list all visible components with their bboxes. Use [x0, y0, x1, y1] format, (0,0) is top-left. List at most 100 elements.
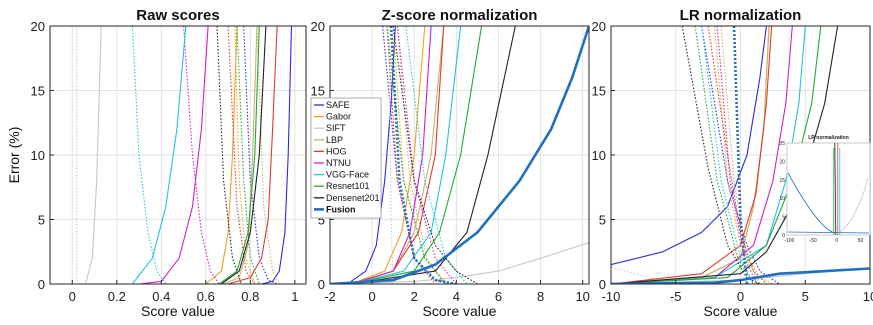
y-axis-label: Error (%) [6, 127, 22, 184]
series-line-resnet101-impostor [386, 26, 447, 284]
x-tick-label: 0 [69, 289, 76, 304]
panel-title: Z-score normalization [382, 7, 538, 24]
y-tick-label: 10 [592, 148, 606, 163]
series-line-gabor-genuine [205, 26, 238, 284]
series-line-lbp-impostor [396, 26, 447, 284]
x-tick-label: 0.4 [152, 289, 170, 304]
inset-x-tick-label: 50 [858, 238, 864, 244]
series-line-ntnu-genuine [350, 26, 432, 284]
inset-background [786, 142, 871, 236]
x-tick-label: 5 [802, 289, 809, 304]
series-line-sift-genuine [330, 242, 589, 284]
panel-2: -2024681005101520Z-score normalizationSc… [311, 7, 590, 319]
series-line-vgg-face-impostor [405, 26, 468, 284]
series-line-safe-impostor [243, 26, 278, 284]
x-tick-label: 0 [737, 289, 744, 304]
y-tick-label: 5 [318, 213, 325, 228]
x-tick-label: 1 [291, 289, 298, 304]
x-tick-label: -2 [324, 289, 336, 304]
legend-label-gabor: Gabor [326, 112, 351, 122]
series-line-lbp-impostor [256, 26, 280, 284]
series-line-fusion-impostor [732, 26, 749, 284]
legend-label-vgg-face: VGG-Face [326, 170, 369, 180]
series-line-hog-impostor [386, 26, 436, 284]
series-line-fusion-impostor [389, 26, 457, 284]
series-group [330, 26, 589, 284]
y-tick-label: 20 [31, 19, 45, 34]
series-line-lbp-genuine [611, 26, 770, 284]
x-tick-label: 6 [495, 289, 502, 304]
series-line-densenet201-genuine [221, 26, 267, 284]
series-line-ntnu-impostor [396, 26, 457, 284]
series-line-vgg-face-genuine [131, 26, 187, 284]
series-line-hog-impostor [227, 26, 256, 284]
x-axis-label: Score value [423, 303, 497, 319]
y-tick-label: 20 [592, 19, 606, 34]
series-line-vgg-face-impostor [701, 26, 754, 284]
series-line-resnet101-genuine [218, 26, 260, 284]
inset-x-tick-label: -100 [784, 238, 794, 244]
x-tick-label: 2 [411, 289, 418, 304]
inset-y-tick-label: 25 [779, 141, 785, 147]
x-tick-label: 8 [537, 289, 544, 304]
x-axis-label: Score value [141, 303, 215, 319]
x-tick-label: -5 [670, 289, 682, 304]
inset-curve [787, 172, 835, 234]
y-tick-label: 20 [311, 19, 325, 34]
legend-label-fusion: Fusion [326, 204, 356, 214]
inset-title: LR normalization [808, 135, 849, 141]
y-tick-label: 0 [599, 277, 606, 292]
series-line-hog-genuine [611, 26, 773, 284]
x-tick-label: -10 [602, 289, 621, 304]
series-line-lbp-impostor [720, 26, 761, 284]
series-group [76, 26, 293, 284]
inset-panel: LR normalization -100 -50 0 50 0 5 10 15 20 25 [779, 135, 871, 244]
x-tick-label: 0.8 [241, 289, 259, 304]
series-line-sift-genuine [85, 26, 102, 284]
legend-label-densenet201: Densenet201 [326, 193, 380, 203]
series-group [611, 26, 870, 284]
series-line-safe-genuine [261, 26, 293, 284]
inset-curve [787, 231, 870, 234]
y-tick-label: 15 [592, 84, 606, 99]
legend-label-lbp: LBP [326, 135, 343, 145]
inset-y-tick-label: 15 [779, 178, 785, 184]
legend-label-ntnu: NTNU [326, 158, 351, 168]
legend-label-safe: SAFE [326, 100, 350, 110]
series-line-resnet101-genuine [611, 26, 822, 284]
y-tick-label: 10 [31, 148, 45, 163]
series-line-ntnu-impostor [183, 26, 220, 284]
legend-label-sift: SIFT [326, 123, 346, 133]
series-line-lbp-genuine [223, 26, 258, 284]
y-tick-label: 5 [599, 213, 606, 228]
x-tick-label: 0.6 [197, 289, 215, 304]
inset-x-tick-label: 0 [835, 238, 838, 244]
series-line-ntnu-genuine [138, 26, 209, 284]
x-tick-label: 0.2 [108, 289, 126, 304]
series-line-gabor-genuine [350, 26, 426, 284]
legend-label-resnet101: Resnet101 [326, 181, 370, 191]
series-line-fusion-genuine [330, 26, 589, 284]
x-tick-label: 10 [863, 289, 873, 304]
series-line-hog-genuine [227, 26, 278, 284]
series-line-vgg-face-genuine [350, 26, 462, 284]
series-line-hog-impostor [707, 26, 767, 284]
inset-y-tick-label: 5 [782, 215, 785, 221]
legend-label-hog: HOG [326, 146, 347, 156]
series-line-densenet201-genuine [611, 26, 839, 284]
series-line-resnet101-genuine [350, 26, 483, 284]
series-line-ntnu-impostor [716, 26, 758, 284]
x-tick-label: 4 [453, 289, 460, 304]
inset-x-tick-label: -50 [809, 238, 816, 244]
inset-curve [838, 177, 869, 234]
panel-title: Raw scores [136, 7, 219, 24]
y-tick-label: 0 [318, 277, 325, 292]
y-tick-label: 5 [38, 213, 45, 228]
panel-title: LR normalization [680, 7, 802, 24]
y-tick-label: 15 [311, 84, 325, 99]
y-tick-label: 15 [31, 84, 45, 99]
